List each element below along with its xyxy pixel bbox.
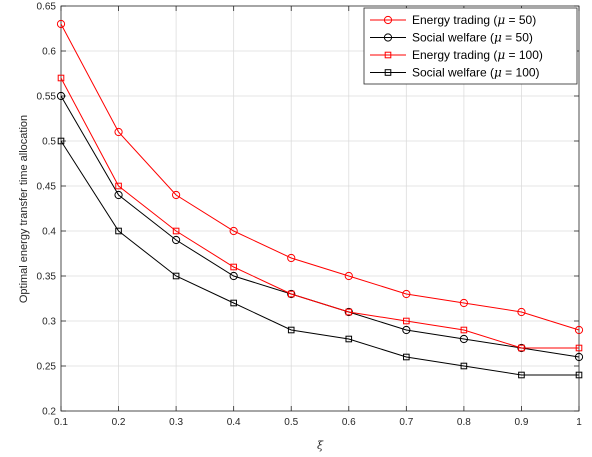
legend-entry-label: Energy trading (μ = 100) xyxy=(412,48,543,62)
x-tick-label: 0.4 xyxy=(227,417,241,428)
data-point xyxy=(172,227,180,235)
data-point xyxy=(575,344,583,352)
data-point xyxy=(344,307,353,317)
data-point xyxy=(114,127,123,137)
x-tick-label: 0.9 xyxy=(514,417,528,428)
data-point xyxy=(57,137,65,145)
legend: Energy trading (μ = 50) Social welfare (μ… xyxy=(363,7,578,85)
legend-marker xyxy=(384,69,392,76)
series-group xyxy=(56,19,584,379)
x-tick-label: 0.7 xyxy=(399,417,413,428)
data-point xyxy=(115,182,122,190)
data-point xyxy=(518,371,525,379)
data-point xyxy=(518,344,525,352)
series-4 xyxy=(57,137,583,379)
x-tick-label: 0.5 xyxy=(284,417,298,428)
data-point xyxy=(459,298,468,308)
x-axis-label: ξ xyxy=(317,439,324,452)
data-point xyxy=(172,235,181,245)
series-line xyxy=(60,140,579,376)
y-tick-label: 0.3 xyxy=(42,317,56,328)
data-point xyxy=(403,353,410,361)
legend-entry-label: Energy trading (μ = 50) xyxy=(412,13,536,27)
data-point xyxy=(287,326,295,334)
data-point xyxy=(56,19,66,29)
y-tick-label: 0.35 xyxy=(37,272,57,283)
x-tick-label: 0.1 xyxy=(54,417,68,428)
y-tick-label: 0.2 xyxy=(42,407,56,418)
axis-ticks: 0.1 0.2 0.3 0.4 0.5 0.6 0.7 0.8 0.9 10.20.250.30.… xyxy=(37,2,583,429)
data-point xyxy=(56,91,66,101)
data-point xyxy=(574,352,584,362)
data-point xyxy=(459,334,468,344)
data-point xyxy=(575,371,583,379)
legend-marker xyxy=(383,33,393,42)
y-tick-label: 0.45 xyxy=(37,182,57,193)
y-tick-label: 0.4 xyxy=(42,227,56,238)
series-1 xyxy=(56,19,584,335)
data-point xyxy=(460,362,468,370)
data-point xyxy=(287,289,296,299)
data-point xyxy=(230,263,237,271)
y-tick-label: 0.5 xyxy=(42,137,56,148)
legend-entry-label: Social welfare (μ = 50) xyxy=(412,31,533,45)
data-point xyxy=(172,190,181,200)
legend-marker xyxy=(383,15,393,25)
y-tick-label: 0.55 xyxy=(37,92,57,103)
y-axis-label: Optimal energy transfer time allocation xyxy=(18,115,30,303)
x-tick-label: 1 xyxy=(576,417,582,428)
y-tick-label: 0.65 xyxy=(37,2,57,13)
x-tick-label: 0.6 xyxy=(342,417,356,428)
series-line xyxy=(60,77,579,349)
y-tick-label: 0.25 xyxy=(37,362,57,373)
data-point xyxy=(57,74,65,82)
x-tick-label: 0.2 xyxy=(112,417,126,428)
data-point xyxy=(172,272,180,280)
x-tick-label: 0.8 xyxy=(457,417,471,428)
data-point xyxy=(460,326,468,334)
legend-box xyxy=(363,7,578,85)
legend-marker xyxy=(384,51,392,59)
data-point xyxy=(114,190,123,200)
data-point xyxy=(517,307,526,317)
data-point xyxy=(287,290,295,298)
data-point xyxy=(115,227,122,235)
legend-entry-label: Social welfare (μ = 100) xyxy=(412,66,540,80)
data-point xyxy=(230,299,237,307)
data-point xyxy=(287,253,296,263)
data-point xyxy=(345,335,353,343)
data-point xyxy=(344,271,353,281)
series-line xyxy=(60,23,580,331)
data-point xyxy=(402,325,411,335)
y-tick-label: 0.6 xyxy=(42,47,56,58)
data-point xyxy=(402,289,411,299)
data-point xyxy=(229,226,238,236)
data-point xyxy=(229,271,238,281)
data-point xyxy=(403,317,410,325)
plot-frame xyxy=(60,5,580,412)
data-point xyxy=(574,325,584,335)
series-3 xyxy=(57,74,583,352)
x-tick-label: 0.3 xyxy=(169,417,183,428)
data-point xyxy=(345,308,353,316)
